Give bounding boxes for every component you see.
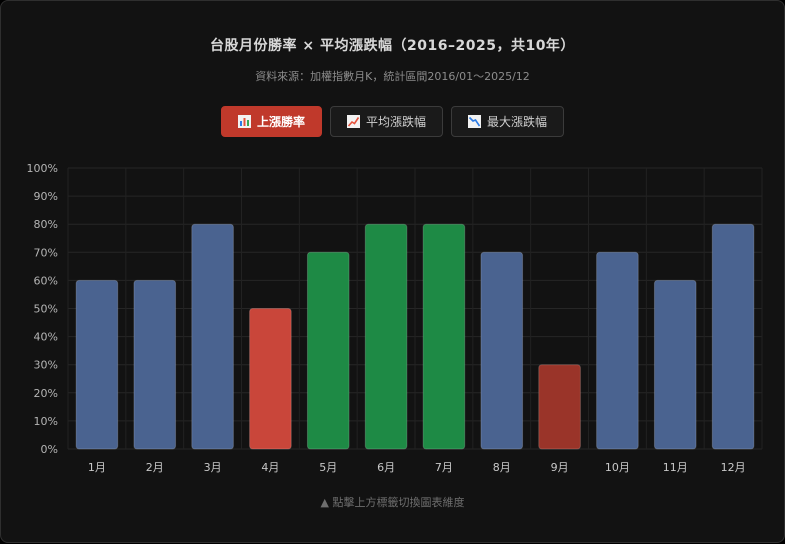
bar bbox=[364, 223, 408, 450]
tab-win-rate-label: 上漲勝率 bbox=[256, 115, 305, 129]
x-tick-label: 4月 bbox=[261, 461, 279, 474]
x-tick-label: 1月 bbox=[88, 461, 106, 474]
bar bbox=[653, 279, 697, 450]
x-tick-label: 2月 bbox=[146, 461, 164, 474]
bar bbox=[711, 223, 755, 450]
y-tick-label: 50% bbox=[34, 303, 58, 316]
x-tick-label: 11月 bbox=[663, 461, 688, 474]
bar bbox=[191, 223, 234, 450]
x-tick-label: 12月 bbox=[721, 461, 746, 474]
y-tick-label: 10% bbox=[34, 415, 58, 428]
trend-chart-icon bbox=[468, 115, 481, 128]
x-tick-label: 6月 bbox=[377, 461, 395, 474]
y-tick-label: 100% bbox=[27, 162, 58, 175]
x-tick-label: 10月 bbox=[605, 461, 630, 474]
bar-chart: 0% 10% 20% 30% 40% 50% 60% 70% 80% 90% 100% 1月 2月 3月 4… bbox=[27, 162, 763, 474]
chart-title: 台股月份勝率 × 平均漲跌幅（2016–2025，共10年） bbox=[210, 38, 575, 54]
x-tick-label: 7月 bbox=[435, 461, 453, 474]
y-tick-label: 40% bbox=[34, 331, 58, 344]
y-tick-label: 0% bbox=[41, 443, 58, 456]
bar bbox=[75, 279, 119, 450]
x-tick-label: 8月 bbox=[493, 461, 511, 474]
y-tick-label: 70% bbox=[34, 246, 58, 259]
bar bbox=[306, 251, 350, 450]
line-chart-icon bbox=[346, 115, 360, 128]
bar bbox=[480, 251, 524, 450]
bar bbox=[596, 251, 639, 450]
tab-avg-change[interactable]: 平均漲跌幅 bbox=[329, 106, 443, 137]
y-tick-label: 80% bbox=[34, 218, 58, 231]
bar bbox=[422, 223, 466, 450]
x-tick-label: 9月 bbox=[551, 461, 569, 474]
y-tick-label: 90% bbox=[34, 190, 58, 203]
footer-hint: ▲ 點擊上方標籤切換圖表維度 bbox=[320, 496, 465, 509]
bar bbox=[249, 308, 292, 450]
tab-max-change[interactable]: 最大漲跌幅 bbox=[451, 106, 565, 137]
bar-chart-icon bbox=[237, 115, 251, 128]
tab-win-rate[interactable]: 上漲勝率 bbox=[220, 106, 322, 137]
tab-max-change-label: 最大漲跌幅 bbox=[487, 115, 548, 129]
tab-avg-change-label: 平均漲跌幅 bbox=[365, 115, 426, 129]
y-tick-label: 60% bbox=[34, 274, 58, 287]
chart-subtitle: 資料來源：加權指數月K，統計區間2016/01～2025/12 bbox=[255, 70, 530, 83]
x-tick-label: 5月 bbox=[319, 461, 337, 474]
x-tick-label: 3月 bbox=[204, 461, 222, 474]
y-tick-label: 20% bbox=[34, 387, 58, 400]
bar bbox=[133, 279, 177, 450]
y-tick-label: 30% bbox=[34, 359, 58, 372]
tab-bar: 上漲勝率 平均漲跌幅 最大漲跌幅 bbox=[1, 106, 784, 137]
bar bbox=[538, 364, 581, 450]
